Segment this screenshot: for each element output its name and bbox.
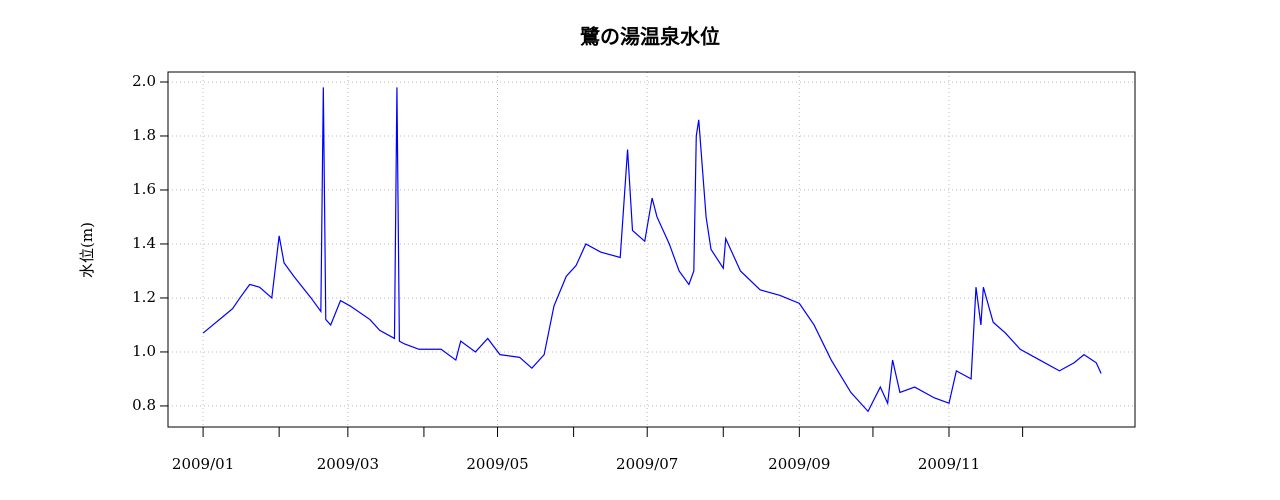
y-axis-label: 水位(m)	[78, 222, 96, 278]
y-tick-label: 2.0	[132, 72, 156, 90]
chart-title: 鷺の湯温泉水位	[580, 25, 720, 49]
line-series	[202, 87, 1102, 413]
x-tick-label: 2009/01	[172, 455, 234, 473]
y-tick-label: 1.4	[132, 234, 156, 252]
y-tick-label: 1.0	[132, 342, 156, 360]
plot-frame	[167, 71, 1136, 428]
y-tick-label: 1.2	[132, 288, 156, 306]
x-tick-label: 2009/11	[918, 455, 980, 473]
y-tick-label: 1.6	[132, 180, 156, 198]
x-tick-label: 2009/09	[768, 455, 830, 473]
x-tick-label: 2009/05	[466, 455, 528, 473]
y-tick-label: 1.8	[132, 126, 156, 144]
x-tick-label: 2009/07	[616, 455, 678, 473]
x-tick-label: 2009/03	[317, 455, 379, 473]
y-tick-label: 0.8	[132, 396, 156, 414]
